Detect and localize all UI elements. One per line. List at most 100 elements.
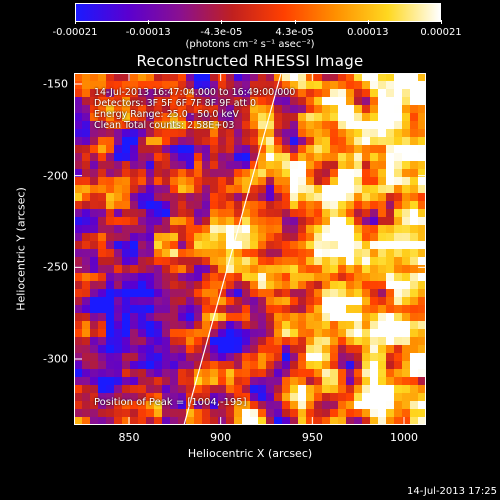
heatmap-pixel (178, 121, 187, 130)
heatmap-pixel (266, 417, 275, 425)
heatmap-pixel (306, 273, 315, 282)
heatmap-pixel (410, 401, 419, 410)
colorbar-tick-label: -0.00013 (125, 27, 171, 38)
heatmap-pixel (186, 209, 195, 218)
heatmap-pixel (354, 73, 363, 82)
heatmap-pixel (218, 377, 227, 386)
heatmap-pixel (98, 337, 107, 346)
heatmap-pixel (210, 361, 219, 370)
heatmap-pixel (146, 153, 155, 162)
heatmap-pixel (258, 337, 267, 346)
heatmap-pixel (194, 401, 203, 410)
heatmap-pixel (346, 273, 355, 282)
heatmap-pixel (122, 105, 131, 114)
heatmap-pixel (346, 89, 355, 98)
heatmap-pixel (378, 345, 387, 354)
heatmap-pixel (82, 201, 91, 210)
heatmap-pixel (138, 241, 147, 250)
heatmap-pixel (394, 97, 403, 106)
heatmap-pixel (386, 177, 395, 186)
heatmap-pixel (146, 185, 155, 194)
heatmap-pixel (82, 161, 91, 170)
heatmap-pixel (146, 161, 155, 170)
heatmap-pixel (194, 105, 203, 114)
heatmap-pixel (194, 417, 203, 425)
heatmap-pixel (114, 369, 123, 378)
heatmap-pixel (194, 289, 203, 298)
heatmap-pixel (226, 257, 235, 266)
heatmap-pixel (298, 161, 307, 170)
heatmap-pixel (242, 73, 251, 82)
heatmap-pixel (322, 321, 331, 330)
heatmap-pixel (98, 321, 107, 330)
heatmap-pixel (210, 297, 219, 306)
heatmap-pixel (226, 161, 235, 170)
heatmap-pixel (74, 89, 83, 98)
heatmap-pixel (362, 329, 371, 338)
heatmap-pixel (170, 409, 179, 418)
heatmap-pixel (378, 129, 387, 138)
heatmap-pixel (410, 89, 419, 98)
heatmap-pixel (202, 281, 211, 290)
heatmap-pixel (170, 369, 179, 378)
heatmap-pixel (194, 249, 203, 258)
heatmap-pixel (226, 377, 235, 386)
heatmap-pixel (130, 129, 139, 138)
heatmap-pixel (346, 217, 355, 226)
heatmap-pixel (298, 209, 307, 218)
heatmap-pixel (242, 289, 251, 298)
heatmap-pixel (346, 265, 355, 274)
heatmap-pixel (410, 209, 419, 218)
heatmap-pixel (266, 201, 275, 210)
heatmap-pixel (106, 353, 115, 362)
heatmap-pixel (266, 89, 275, 98)
heatmap-pixel (290, 289, 299, 298)
heatmap-pixel (242, 297, 251, 306)
heatmap-pixel (410, 361, 419, 370)
heatmap-pixel (178, 337, 187, 346)
heatmap-pixel (418, 89, 426, 98)
heatmap-pixel (226, 233, 235, 242)
heatmap-pixel (226, 249, 235, 258)
heatmap-pixel (314, 97, 323, 106)
heatmap-pixel (282, 185, 291, 194)
heatmap-pixel (402, 401, 411, 410)
heatmap-pixel (146, 417, 155, 425)
heatmap-pixel (226, 409, 235, 418)
heatmap-pixel (154, 337, 163, 346)
heatmap-pixel (258, 385, 267, 394)
heatmap-pixel (130, 385, 139, 394)
heatmap-pixel (146, 353, 155, 362)
heatmap-pixel (290, 265, 299, 274)
heatmap-pixel (242, 377, 251, 386)
heatmap-pixel (394, 113, 403, 122)
heatmap-pixel (274, 201, 283, 210)
heatmap-pixel (226, 89, 235, 98)
heatmap-pixel (154, 193, 163, 202)
heatmap-pixel (82, 329, 91, 338)
heatmap-pixel (418, 401, 426, 410)
heatmap-pixel (306, 161, 315, 170)
heatmap-pixel (274, 217, 283, 226)
heatmap-pixel (82, 265, 91, 274)
heatmap-pixel (170, 225, 179, 234)
heatmap-pixel (178, 201, 187, 210)
heatmap-pixel (338, 337, 347, 346)
heatmap-pixel (346, 369, 355, 378)
heatmap-pixel (242, 153, 251, 162)
heatmap-pixel (338, 217, 347, 226)
heatmap-pixel (266, 145, 275, 154)
heatmap-pixel (106, 177, 115, 186)
heatmap-pixel (258, 129, 267, 138)
heatmap-pixel (258, 201, 267, 210)
heatmap-pixel (346, 377, 355, 386)
heatmap-pixel (306, 73, 315, 82)
heatmap-pixel (386, 105, 395, 114)
heatmap-pixel (418, 233, 426, 242)
heatmap-pixel (402, 185, 411, 194)
heatmap-pixel (338, 137, 347, 146)
heatmap-pixel (242, 337, 251, 346)
heatmap-pixel (170, 265, 179, 274)
heatmap-pixel (410, 273, 419, 282)
heatmap-pixel (154, 113, 163, 122)
